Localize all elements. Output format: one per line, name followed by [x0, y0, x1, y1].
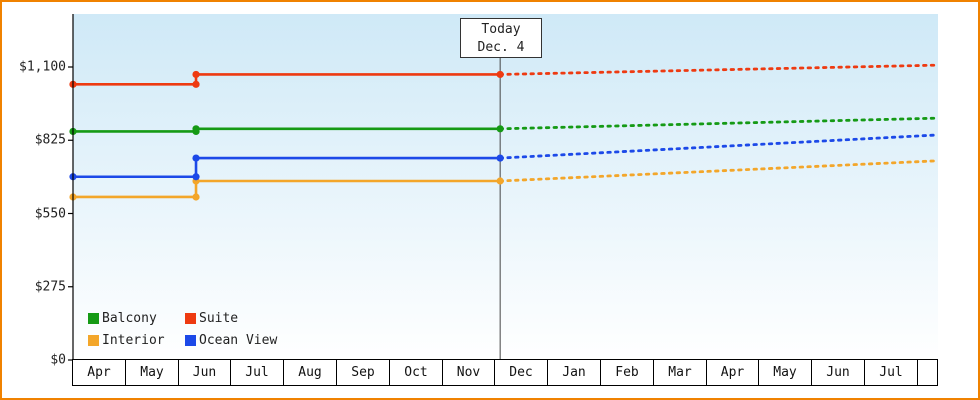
data-point-balcony — [192, 125, 200, 133]
month-cell: Nov — [442, 359, 495, 386]
series-line-interior — [73, 179, 501, 199]
legend-label-balcony: Balcony — [102, 311, 157, 326]
legend: Balcony Suite Interior Ocean View — [88, 311, 277, 348]
month-cell: Jul — [864, 359, 918, 386]
month-cell: Mar — [653, 359, 707, 386]
series-forecast-ocean-view — [498, 133, 940, 160]
data-point-interior — [192, 193, 200, 201]
series-line-ocean-view — [73, 156, 501, 179]
today-annotation: Today Dec. 4 — [460, 18, 542, 58]
month-cell: Jun — [178, 359, 231, 386]
y-axis-tick-label: $1,100 — [19, 59, 66, 75]
today-label: Today — [481, 22, 521, 37]
today-date: Dec. 4 — [477, 40, 525, 55]
y-axis-tick-label: $275 — [34, 279, 66, 295]
legend-label-interior: Interior — [102, 333, 165, 348]
month-cell: May — [758, 359, 812, 386]
month-cell: Oct — [389, 359, 443, 386]
month-cell: Jan — [547, 359, 601, 386]
legend-label-suite: Suite — [199, 311, 239, 326]
y-axis-tick-label: $825 — [34, 132, 66, 148]
series-forecast-balcony — [498, 116, 940, 131]
series-line-suite — [73, 73, 501, 86]
month-cell-partial — [917, 359, 938, 386]
legend-swatch-interior — [88, 335, 99, 346]
month-cell: Sep — [336, 359, 390, 386]
legend-item-interior: Interior — [88, 333, 185, 348]
month-cell: Apr — [706, 359, 759, 386]
data-point-ocean-view — [496, 154, 504, 162]
data-point-balcony — [496, 125, 504, 133]
month-cell: Feb — [600, 359, 654, 386]
month-cell: Aug — [283, 359, 337, 386]
x-axis-month-row: Apr May Jun Jul Aug Sep Oct Nov Dec Jan Feb Mar Apr M… — [2, 359, 978, 386]
legend-item-balcony: Balcony — [88, 311, 185, 326]
data-point-suite — [496, 70, 504, 79]
legend-swatch-balcony — [88, 313, 99, 324]
month-cell: Jun — [811, 359, 865, 386]
data-point-ocean-view — [192, 154, 200, 162]
legend-item-ocean-view: Ocean View — [185, 333, 277, 348]
data-point-ocean-view — [192, 173, 200, 181]
legend-swatch-ocean-view — [185, 335, 196, 346]
legend-label-ocean-view: Ocean View — [199, 333, 278, 348]
data-point-interior — [496, 177, 504, 185]
y-axis-tick-label: $0 — [50, 352, 66, 368]
month-cell: Apr — [72, 359, 126, 386]
series-forecast-interior — [498, 159, 940, 183]
data-point-suite — [192, 70, 200, 79]
legend-item-suite: Suite — [185, 311, 277, 326]
data-point-suite — [192, 80, 200, 88]
month-cell: Jul — [230, 359, 284, 386]
series-forecast-suite — [498, 63, 940, 76]
y-axis-tick-label: $550 — [34, 206, 66, 221]
month-cell: Dec — [494, 359, 548, 386]
legend-swatch-suite — [185, 313, 196, 324]
plot-area — [73, 14, 938, 360]
month-cell: May — [125, 359, 179, 386]
